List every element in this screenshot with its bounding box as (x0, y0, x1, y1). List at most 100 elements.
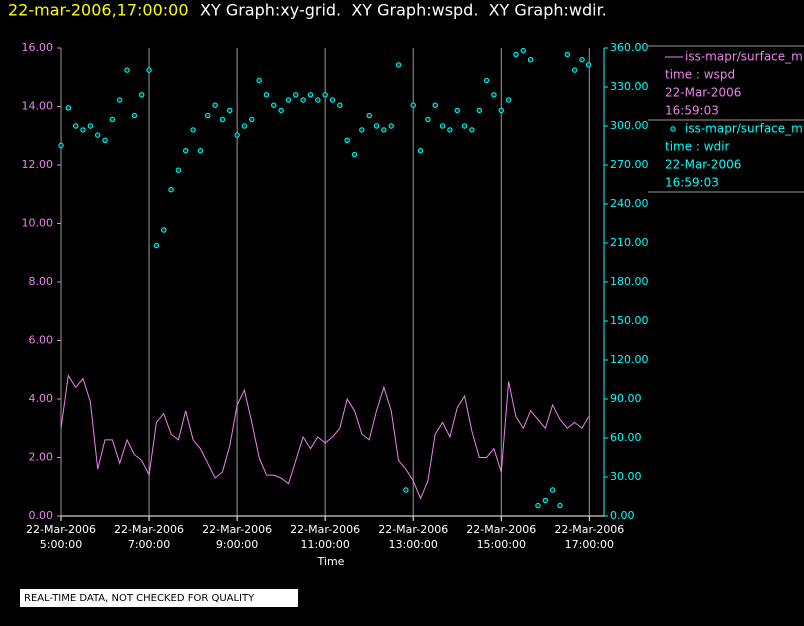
y2-tick-label: 90.00 (610, 392, 642, 405)
y2-tick-label: 300.00 (610, 119, 649, 132)
legend-detail: 22-Mar-2006 (665, 86, 741, 100)
y-tick-label: 4.00 (29, 392, 54, 405)
legend-detail: time : wspd (665, 68, 735, 82)
x-tick-label: 9:00:00 (216, 538, 258, 551)
data-point (351, 151, 358, 158)
data-point (285, 97, 292, 103)
data-point (153, 242, 160, 249)
data-point (175, 167, 182, 173)
data-point (197, 148, 204, 154)
data-point (549, 487, 556, 493)
data-point (168, 187, 174, 193)
data-point (337, 102, 343, 108)
x-tick-label: 5:00:00 (40, 538, 82, 551)
data-point (461, 123, 468, 129)
y-tick-label: 10.00 (22, 217, 54, 230)
data-point (131, 112, 138, 119)
data-point (227, 107, 233, 114)
data-point (359, 127, 365, 133)
legend-detail: 22-Mar-2006 (665, 158, 741, 172)
data-point (234, 132, 240, 138)
data-point (476, 107, 482, 114)
data-point (65, 105, 72, 111)
y2-tick-label: 360.00 (610, 41, 649, 54)
data-point (454, 107, 460, 114)
data-point (241, 123, 248, 129)
legend-label: iss-mapr/surface_m (685, 122, 803, 136)
data-line (60, 374, 590, 500)
data-point (585, 62, 592, 68)
data-point (410, 102, 416, 108)
y2-tick-label: 270.00 (610, 158, 649, 171)
footer-box (20, 589, 298, 607)
x-tick-label: 22-Mar-2006 (114, 523, 184, 536)
data-point (469, 127, 475, 133)
data-point (425, 116, 431, 123)
x-tick-label: 22-Mar-2006 (26, 523, 96, 536)
x-axis-label: Time (317, 555, 345, 568)
data-point (249, 116, 255, 123)
y-tick-label: 6.00 (29, 334, 54, 347)
y2-tick-label: 240.00 (610, 197, 649, 210)
data-point (520, 47, 526, 54)
data-point (557, 502, 563, 509)
data-point (498, 107, 504, 114)
data-point (190, 127, 196, 133)
data-point (395, 62, 402, 68)
data-point (388, 123, 394, 129)
x-tick-label: 15:00:00 (477, 538, 526, 551)
y2-tick-label: 180.00 (610, 275, 649, 288)
data-point (219, 116, 226, 123)
y2-tick-label: 210.00 (610, 236, 649, 249)
data-point (117, 97, 123, 103)
x-tick-label: 7:00:00 (128, 538, 170, 551)
data-point (87, 123, 94, 129)
x-tick-label: 22-Mar-2006 (554, 523, 624, 536)
data-point (381, 127, 387, 133)
data-point (124, 67, 130, 73)
data-point (571, 67, 578, 73)
chart-title: 22-mar-2006,17:00:00 (8, 1, 189, 20)
data-point (417, 148, 424, 154)
legend-label: iss-mapr/surface_m (685, 50, 803, 64)
data-point (505, 97, 512, 103)
y-tick-label: 16.00 (22, 41, 54, 54)
x-tick-label: 13:00:00 (389, 538, 438, 551)
data-point (263, 92, 270, 98)
legend-swatch (670, 126, 676, 132)
y-tick-label: 0.00 (29, 509, 54, 522)
data-point (542, 497, 548, 504)
y-tick-label: 12.00 (22, 158, 54, 171)
y2-tick-label: 330.00 (610, 80, 649, 93)
data-point (315, 97, 321, 103)
data-point (139, 92, 145, 98)
legend-detail: 16:59:03 (665, 176, 719, 190)
data-point (72, 123, 79, 129)
data-point (109, 116, 116, 123)
data-point (212, 102, 218, 108)
data-point (579, 57, 585, 63)
y-tick-label: 14.00 (22, 100, 54, 113)
data-point (293, 92, 299, 98)
data-point (491, 92, 497, 98)
data-point (102, 137, 108, 144)
x-tick-label: 11:00:00 (300, 538, 349, 551)
data-point (483, 77, 490, 84)
data-point (439, 123, 446, 129)
data-point (161, 227, 167, 233)
x-tick-label: 22-Mar-2006 (466, 523, 536, 536)
data-point (344, 137, 350, 144)
x-tick-label: 17:00:00 (565, 538, 614, 551)
data-point (205, 112, 211, 119)
y2-tick-label: 0.00 (610, 509, 635, 522)
data-point (146, 67, 152, 73)
y2-tick-label: 30.00 (610, 470, 642, 483)
data-point (307, 92, 314, 98)
x-tick-label: 22-Mar-2006 (202, 523, 272, 536)
data-point (366, 112, 372, 119)
data-point (564, 51, 571, 58)
data-point (58, 142, 64, 149)
